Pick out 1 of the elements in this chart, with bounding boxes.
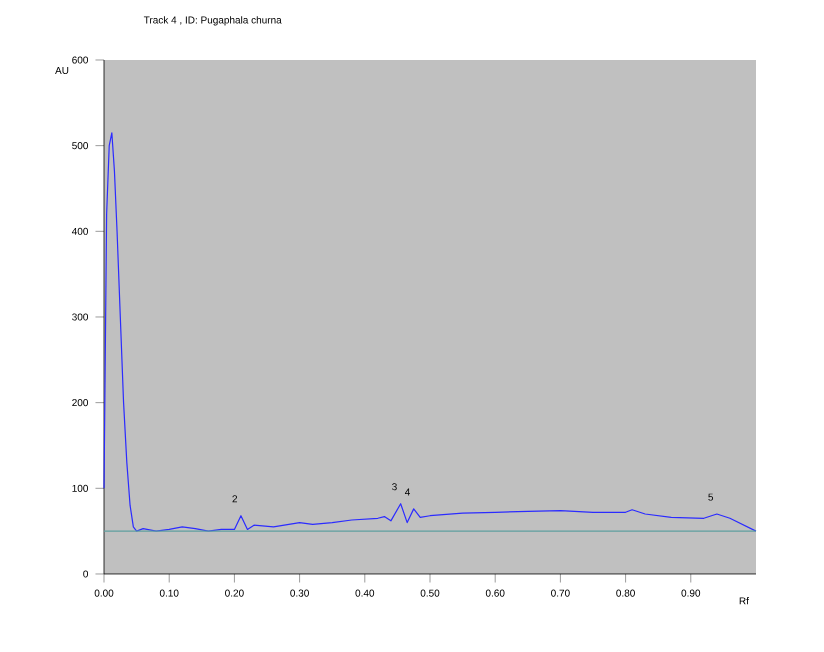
line-series [103,132,757,532]
